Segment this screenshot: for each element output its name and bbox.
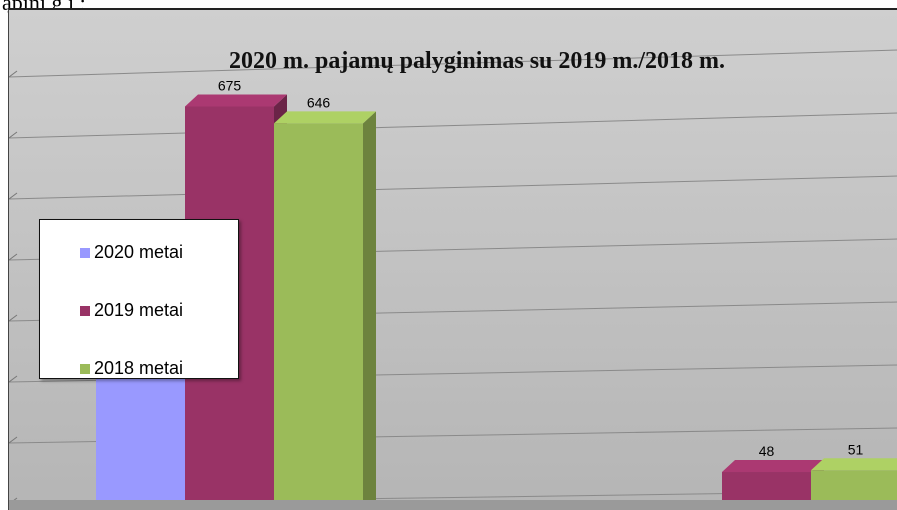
chart-area: 675 646 48 51 2020 m. pajamų palyginimas su…: [8, 8, 897, 510]
axis-tick: [9, 70, 18, 78]
bar-front: [722, 472, 811, 500]
legend-swatch: [80, 247, 90, 258]
legend-item: 2019 metai: [80, 300, 183, 321]
gridline: [9, 175, 897, 200]
gridline: [9, 112, 897, 139]
legend-label: 2020 metai: [94, 242, 184, 262]
chart-floor: [9, 500, 897, 510]
bar: [811, 458, 897, 500]
data-label: 646: [307, 94, 331, 110]
bar-top: [274, 111, 376, 124]
axis-tick: [9, 131, 18, 139]
axis-tick: [9, 192, 18, 200]
gridline: [9, 49, 897, 78]
legend-swatch: [80, 305, 90, 316]
legend-swatch: [80, 363, 90, 374]
bar: [722, 460, 824, 500]
data-label: 48: [759, 443, 775, 459]
data-label: 675: [218, 77, 242, 93]
bar-side: [363, 111, 376, 500]
bar-front: [274, 123, 363, 500]
axis-tick: [9, 436, 18, 444]
bar-top: [811, 458, 897, 471]
legend-label: 2019 metai: [94, 300, 184, 320]
axis-tick: [9, 314, 18, 322]
chart-title: 2020 m. pajamų palyginimas su 2019 m./20…: [229, 48, 726, 74]
data-label: 51: [848, 441, 864, 457]
bar: [274, 111, 376, 500]
bar-front: [811, 470, 897, 500]
legend-item: 2018 metai: [80, 358, 183, 379]
bar-front: [96, 365, 185, 500]
legend-item: 2020 metai: [80, 242, 183, 263]
legend-label: 2018 metai: [94, 358, 184, 378]
axis-tick: [9, 375, 18, 383]
chart-legend: 2020 metai 2019 metai 2018 metai: [39, 219, 239, 379]
bar-top: [185, 94, 287, 107]
axis-tick: [9, 253, 18, 261]
bar-top: [722, 460, 824, 473]
